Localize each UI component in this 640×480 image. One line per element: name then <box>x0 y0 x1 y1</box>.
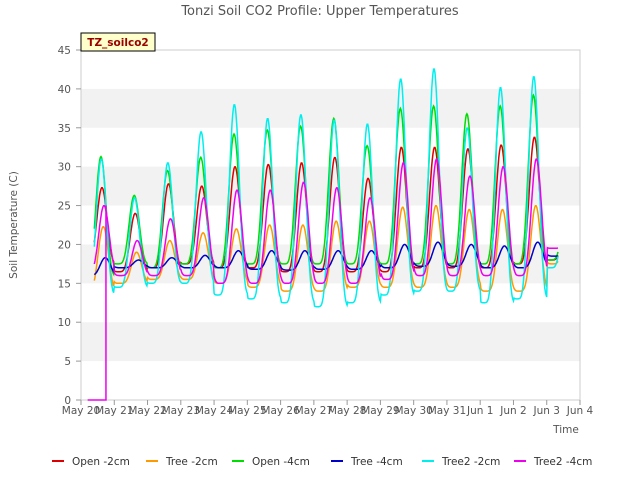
y-axis-ticks: 0 5 10 15 20 25 30 35 40 45 <box>58 45 81 407</box>
legend-label: Tree -4cm <box>350 456 403 468</box>
y-tick-label: 25 <box>58 201 71 213</box>
x-tick-label: May 20 <box>62 405 100 417</box>
x-tick-label: May 22 <box>128 405 166 417</box>
legend-label: Tree -2cm <box>165 456 218 468</box>
series-line <box>93 158 559 285</box>
legend: Open -2cm Tree -2cm Open -4cm Tree -4cm Tree… <box>52 456 592 468</box>
x-tick-label: May 24 <box>195 405 234 417</box>
y-tick-label: 20 <box>58 239 71 251</box>
y-axis-label: Soil Temperature (C) <box>8 171 20 279</box>
annotation-box: TZ_soilco2 <box>80 32 156 52</box>
y-tick-label: 40 <box>58 84 71 96</box>
x-tick-label: May 25 <box>228 405 266 417</box>
x-axis-label: Time <box>552 424 579 436</box>
legend-label: Tree2 -2cm <box>441 456 500 468</box>
legend-label: Open -4cm <box>252 456 310 468</box>
x-tick-label: May 31 <box>428 405 466 417</box>
x-tick-label: Jun 2 <box>499 405 526 417</box>
y-tick-label: 15 <box>58 278 71 290</box>
x-tick-label: May 27 <box>295 405 333 417</box>
x-tick-label: May 21 <box>95 405 133 417</box>
x-tick-label: Jun 1 <box>466 405 493 417</box>
x-tick-label: Jun 4 <box>566 405 594 417</box>
annotation-label: TZ_soilco2 <box>87 37 148 49</box>
y-tick-label: 10 <box>58 317 71 329</box>
chart-title: Tonzi Soil CO2 Profile: Upper Temperatur… <box>180 4 459 19</box>
plot-frame <box>80 49 581 401</box>
x-tick-label: May 29 <box>361 405 399 417</box>
y-tick-label: 35 <box>58 123 71 135</box>
x-tick-label: May 26 <box>261 405 300 417</box>
y-tick-label: 5 <box>64 356 71 368</box>
y-tick-label: 0 <box>64 395 71 407</box>
y-tick-label: 30 <box>58 162 71 174</box>
series-line <box>93 204 559 292</box>
series-line <box>93 68 559 308</box>
grid-band <box>81 322 580 362</box>
series-line-start-segment <box>87 205 107 401</box>
y-tick-label: 45 <box>58 45 71 57</box>
legend-label: Tree2 -4cm <box>533 456 592 468</box>
grid-band <box>81 88 580 128</box>
x-tick-label: May 23 <box>162 405 200 417</box>
x-tick-label: Jun 3 <box>533 405 560 417</box>
x-tick-label: May 28 <box>328 405 366 417</box>
legend-label: Open -2cm <box>72 456 130 468</box>
series-lines <box>87 68 559 401</box>
x-tick-label: May 30 <box>394 405 432 417</box>
annotation-box-frame <box>80 32 156 52</box>
